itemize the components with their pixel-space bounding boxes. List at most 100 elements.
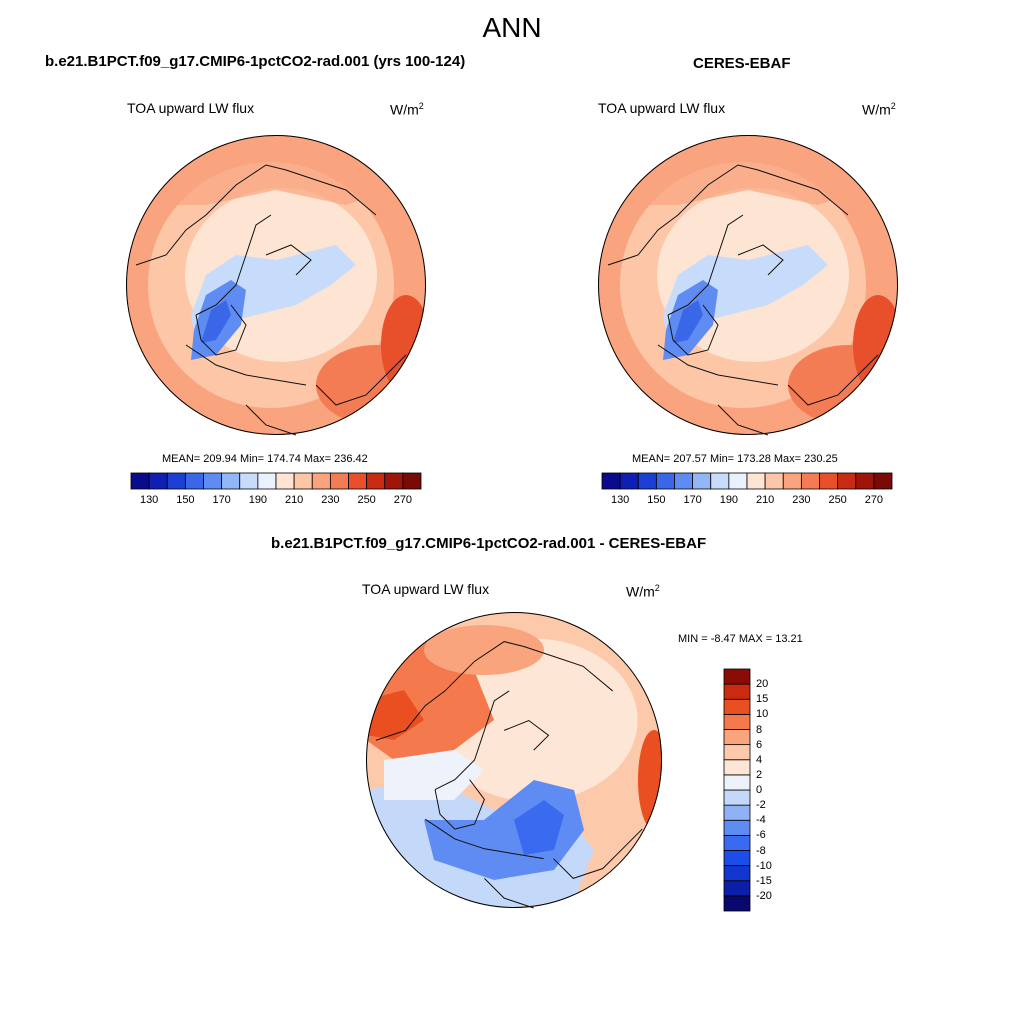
panel-3-title: b.e21.B1PCT.f09_g17.CMIP6-1pctCO2-rad.00… bbox=[271, 535, 707, 552]
colorbar-box bbox=[275, 472, 295, 490]
map-boundary bbox=[366, 612, 662, 908]
colorbar-box bbox=[855, 472, 875, 490]
coastline bbox=[607, 164, 849, 266]
colorbar-tick-label: 250 bbox=[828, 494, 847, 506]
colorbar-tick-label: -10 bbox=[756, 859, 772, 872]
coastline bbox=[315, 354, 407, 406]
colorbar-tick-label: 0 bbox=[756, 784, 763, 796]
field-band bbox=[384, 750, 484, 800]
coastline bbox=[195, 214, 272, 316]
colorbar-tick-label: 250 bbox=[357, 494, 376, 506]
colorbar-tick-label: 20 bbox=[756, 678, 769, 691]
colorbar-box bbox=[723, 683, 751, 700]
colorbar-box bbox=[166, 472, 186, 490]
coastline bbox=[434, 690, 510, 791]
colorbar-tick-label: 230 bbox=[792, 494, 811, 506]
coastline bbox=[667, 304, 719, 356]
colorbar-tick-label: 210 bbox=[755, 494, 775, 506]
colorbar-tick-label: 15 bbox=[756, 693, 769, 706]
colorbar-box bbox=[402, 472, 422, 490]
field-band bbox=[366, 690, 424, 740]
panel-3-colorbar-ticks: -20 -15 -10 -8 -6 -4 -2 0 2 4 6 8 10 15 20 bbox=[756, 669, 796, 911]
colorbar-box bbox=[723, 834, 751, 851]
colorbar-box bbox=[329, 472, 349, 490]
field-band bbox=[430, 638, 638, 802]
coastline bbox=[787, 354, 879, 406]
colorbar-box bbox=[723, 729, 751, 746]
colorbar-tick-label: 130 bbox=[610, 494, 630, 506]
panel-1-stats: MEAN= 209.94 Min= 174.74 Max= 236.42 bbox=[162, 453, 368, 465]
colorbar-box bbox=[723, 804, 751, 821]
colorbar-box bbox=[800, 472, 820, 490]
field-band bbox=[424, 625, 544, 675]
colorbar-box bbox=[723, 850, 751, 867]
colorbar-box bbox=[723, 668, 751, 685]
field-band bbox=[638, 730, 662, 830]
colorbar-box bbox=[723, 759, 751, 776]
panel-3-units: W/m2 bbox=[626, 583, 660, 600]
coastline bbox=[503, 719, 550, 751]
panel-1-subtitle: TOA upward LW flux bbox=[127, 100, 255, 116]
colorbar-tick-label: 170 bbox=[683, 494, 702, 506]
colorbar-box bbox=[184, 472, 204, 490]
colorbar-box bbox=[723, 713, 751, 730]
panel-2-colorbar bbox=[601, 472, 893, 490]
colorbar-box bbox=[782, 472, 802, 490]
colorbar-tick-label: -2 bbox=[756, 799, 766, 812]
colorbar-box bbox=[384, 472, 404, 490]
colorbar-box bbox=[637, 472, 657, 490]
panel-3-subtitle: TOA upward LW flux bbox=[362, 581, 490, 597]
colorbar-box bbox=[311, 472, 331, 490]
colorbar-box bbox=[723, 880, 751, 897]
coastline bbox=[657, 344, 779, 386]
colorbar-tick-label: 2 bbox=[756, 768, 763, 781]
colorbar-box bbox=[221, 472, 241, 490]
colorbar-tick-label: 4 bbox=[756, 753, 763, 766]
colorbar-box bbox=[746, 472, 766, 490]
colorbar-tick-label: 270 bbox=[393, 494, 413, 506]
colorbar-tick-label: -4 bbox=[756, 814, 766, 827]
colorbar-tick-label: 270 bbox=[864, 494, 884, 506]
panel-1-colorbar-ticks: 130 150 170 190 210 230 250 270 bbox=[131, 494, 421, 510]
map-boundary bbox=[598, 135, 898, 435]
map-field bbox=[126, 135, 426, 435]
field-band bbox=[201, 300, 231, 343]
panel-3-stats: MIN = -8.47 MAX = 13.21 bbox=[678, 633, 803, 645]
colorbar-tick-label: 190 bbox=[719, 494, 739, 506]
colorbar-box bbox=[601, 472, 621, 490]
colorbar-tick-label: -8 bbox=[756, 844, 766, 857]
coastline bbox=[195, 304, 247, 356]
colorbar-box bbox=[723, 895, 751, 912]
panel-2-colorbar-ticks: 130 150 170 190 210 230 250 270 bbox=[602, 494, 892, 510]
colorbar-box bbox=[257, 472, 277, 490]
panel-1-map bbox=[126, 135, 426, 436]
coastline bbox=[434, 779, 485, 830]
coastline bbox=[717, 404, 769, 436]
colorbar-box bbox=[130, 472, 150, 490]
map-boundary bbox=[126, 135, 426, 435]
map-field bbox=[366, 612, 662, 908]
coastline bbox=[135, 164, 377, 266]
coastline bbox=[737, 244, 784, 276]
colorbar-tick-label: -6 bbox=[756, 829, 766, 842]
panel-1-title: b.e21.B1PCT.f09_g17.CMIP6-1pctCO2-rad.00… bbox=[45, 53, 466, 70]
coastline bbox=[375, 641, 613, 741]
coastline bbox=[424, 818, 544, 860]
colorbar-box bbox=[674, 472, 694, 490]
colorbar-tick-label: -20 bbox=[756, 889, 772, 902]
colorbar-tick-label: 6 bbox=[756, 738, 763, 751]
colorbar-tick-label: 10 bbox=[756, 708, 769, 721]
panel-1-units: W/m2 bbox=[390, 101, 424, 118]
colorbar-box bbox=[723, 865, 751, 882]
coastline bbox=[484, 878, 534, 909]
colorbar-box bbox=[764, 472, 784, 490]
colorbar-box bbox=[837, 472, 857, 490]
colorbar-box bbox=[655, 472, 675, 490]
colorbar-tick-label: 150 bbox=[647, 494, 666, 506]
coastline bbox=[667, 214, 744, 316]
colorbar-box bbox=[819, 472, 839, 490]
colorbar-box bbox=[723, 819, 751, 836]
colorbar-tick-label: 230 bbox=[321, 494, 340, 506]
colorbar-box bbox=[873, 472, 893, 490]
field-band bbox=[514, 800, 564, 855]
